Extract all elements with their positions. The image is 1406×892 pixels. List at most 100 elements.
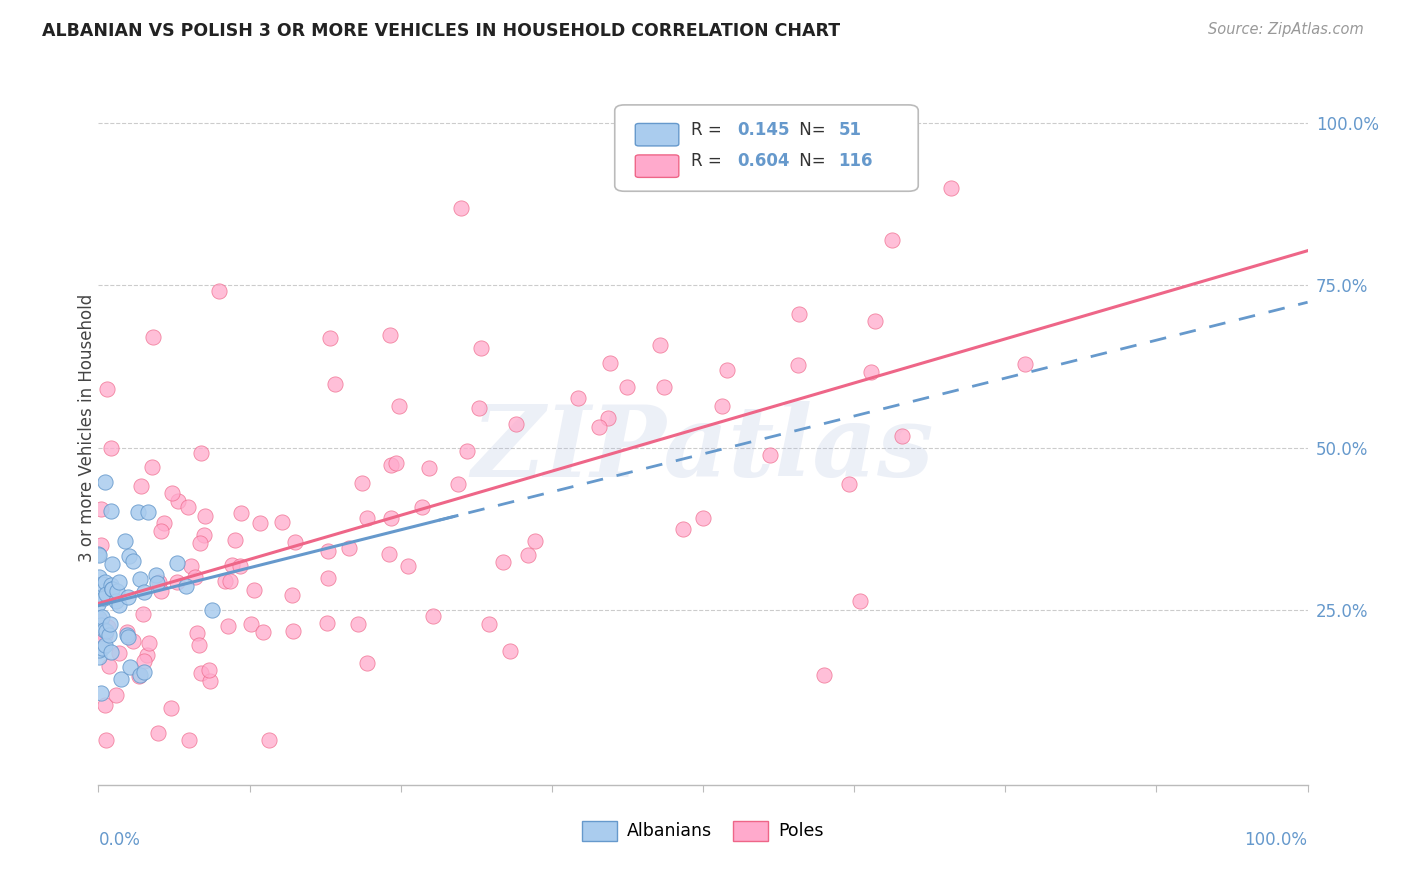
Point: [201, 603, 224, 617]
Point: [167, 494, 190, 508]
Point: [146, 725, 169, 739]
Point: [865, 314, 887, 328]
Point: [129, 479, 152, 493]
Point: [347, 617, 370, 632]
Point: [567, 391, 589, 405]
Point: [105, 688, 128, 702]
Point: [418, 461, 440, 475]
Point: [190, 535, 212, 549]
Point: [186, 625, 208, 640]
Point: [160, 486, 183, 500]
Point: [240, 617, 263, 632]
Point: [759, 448, 782, 462]
Point: [100, 578, 122, 592]
Point: [271, 515, 294, 529]
Point: [378, 327, 401, 342]
Point: [616, 380, 638, 394]
Point: [516, 548, 538, 562]
Point: [107, 574, 129, 589]
Point: [838, 476, 860, 491]
Point: [377, 547, 399, 561]
Point: [228, 558, 250, 573]
Point: [87, 547, 110, 561]
Point: [132, 607, 155, 621]
Point: [96, 383, 118, 397]
Point: [114, 533, 136, 548]
Point: [91, 641, 114, 656]
Point: [127, 505, 149, 519]
Point: [120, 659, 142, 673]
Point: [221, 558, 243, 573]
Point: [281, 588, 304, 602]
Point: [87, 650, 110, 665]
Point: [97, 628, 120, 642]
Point: [492, 555, 515, 569]
Point: [117, 591, 139, 605]
Point: [90, 686, 112, 700]
Point: [184, 570, 207, 584]
Text: R =: R =: [690, 120, 727, 138]
Point: [356, 511, 378, 525]
Point: [97, 658, 120, 673]
Point: [468, 401, 491, 415]
Point: [100, 645, 122, 659]
Point: [789, 308, 811, 322]
Point: [128, 669, 150, 683]
Point: [596, 411, 619, 425]
Point: [101, 558, 124, 572]
Point: [243, 583, 266, 598]
Point: [87, 570, 110, 584]
Point: [180, 558, 202, 573]
Point: [786, 358, 808, 372]
Point: [891, 428, 914, 442]
Point: [177, 500, 200, 514]
Point: [149, 583, 172, 598]
Point: [94, 698, 117, 712]
Point: [478, 616, 501, 631]
Point: [117, 625, 139, 640]
Point: [145, 568, 167, 582]
Point: [160, 701, 183, 715]
Point: [505, 417, 527, 431]
Point: [179, 732, 201, 747]
Point: [105, 593, 128, 607]
Text: ALBANIAN VS POLISH 3 OR MORE VEHICLES IN HOUSEHOLD CORRELATION CHART: ALBANIAN VS POLISH 3 OR MORE VEHICLES IN…: [42, 22, 841, 40]
Point: [599, 356, 621, 370]
Point: [316, 615, 339, 630]
Point: [117, 630, 139, 644]
Point: [90, 502, 112, 516]
Point: [193, 527, 215, 541]
Point: [190, 665, 212, 680]
Point: [90, 614, 112, 628]
Point: [380, 511, 402, 525]
Point: [813, 667, 835, 681]
Point: [499, 644, 522, 658]
Point: [145, 576, 167, 591]
Point: [337, 541, 360, 555]
Text: 100.0%: 100.0%: [1244, 831, 1308, 849]
Point: [94, 638, 117, 652]
Point: [141, 459, 163, 474]
Point: [100, 441, 122, 455]
Text: ZIPatlas: ZIPatlas: [472, 401, 934, 498]
Point: [198, 663, 221, 677]
Point: [97, 619, 120, 633]
Point: [388, 399, 411, 413]
Point: [122, 554, 145, 568]
Point: [447, 477, 470, 491]
Legend: Albanians, Poles: Albanians, Poles: [575, 814, 831, 847]
Point: [249, 516, 271, 530]
Point: [132, 654, 155, 668]
Point: [218, 574, 240, 588]
FancyBboxPatch shape: [636, 123, 679, 146]
Point: [129, 667, 152, 681]
Point: [96, 587, 118, 601]
Point: [142, 330, 165, 344]
Point: [115, 628, 138, 642]
Point: [90, 538, 112, 552]
Point: [318, 331, 340, 345]
Point: [316, 543, 339, 558]
Point: [87, 598, 110, 612]
Point: [692, 511, 714, 525]
Text: N=: N=: [793, 152, 831, 170]
